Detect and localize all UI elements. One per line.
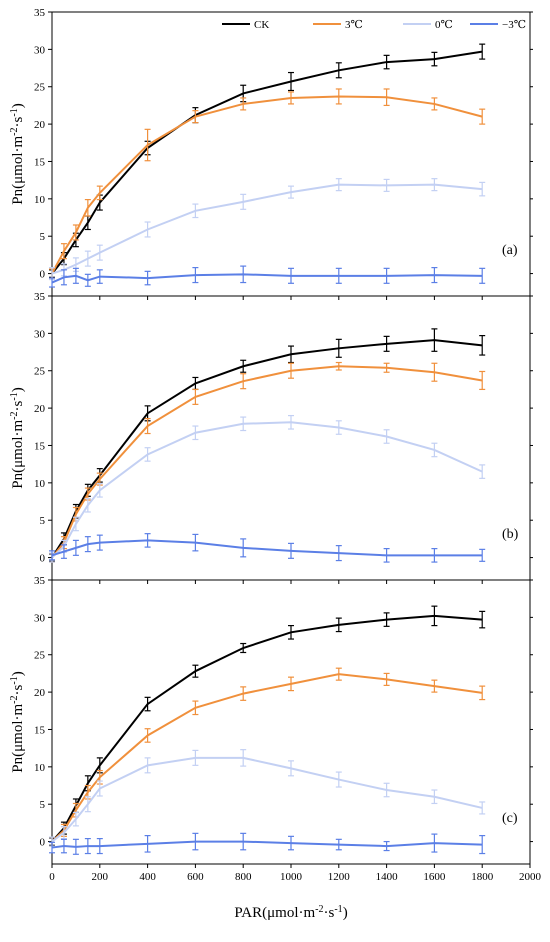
y-axis-label-part: ·s bbox=[10, 400, 26, 411]
y-tick-label: 25 bbox=[34, 366, 46, 378]
y-axis-label: Pn(μmol·m-2·s-1) bbox=[9, 387, 27, 488]
series-2 bbox=[49, 88, 486, 279]
series-2 bbox=[49, 361, 486, 563]
y-axis-label-superscript: -1 bbox=[9, 108, 20, 116]
x-tick-label: 400 bbox=[139, 871, 156, 883]
x-tick-label: 800 bbox=[235, 871, 252, 883]
panel-label: (b) bbox=[502, 527, 519, 542]
y-axis-label-part: ·s bbox=[10, 684, 26, 695]
y-axis-label-superscript: -2 bbox=[9, 411, 20, 419]
panel-1: 0 5 10 15 20 25 30 35 Pn(μmol·m-2·s-1) (a) bbox=[9, 7, 533, 300]
y-tick-label: 30 bbox=[34, 328, 46, 340]
y-axis-label-superscript: -2 bbox=[9, 127, 20, 135]
panel-frame bbox=[51, 579, 531, 865]
y-tick-label: 35 bbox=[34, 291, 46, 303]
legend-label: −3℃ bbox=[502, 19, 526, 31]
series-3 bbox=[49, 178, 486, 281]
y-tick-label: 5 bbox=[40, 799, 46, 811]
y-axis-label-superscript: -1 bbox=[9, 676, 20, 684]
x-axis-label: PAR(μmol·m-2·s-1) bbox=[234, 904, 347, 922]
series-4 bbox=[49, 265, 486, 288]
x-tick-label: 2000 bbox=[519, 871, 542, 883]
y-axis-label-part: ·s bbox=[10, 116, 26, 127]
legend-label: 0℃ bbox=[435, 19, 453, 31]
series-4 bbox=[49, 832, 486, 855]
panel-label: (c) bbox=[502, 811, 518, 826]
x-tick-label: 1800 bbox=[471, 871, 494, 883]
y-axis-label-part: ) bbox=[10, 103, 26, 108]
series-1 bbox=[49, 43, 486, 278]
x-tick-label: 200 bbox=[92, 871, 109, 883]
y-tick-label: 5 bbox=[40, 231, 46, 243]
panel-2: 0 5 10 15 20 25 30 35 Pn(μmol·m-2·s-1) (b) bbox=[9, 291, 533, 584]
y-tick-label: 10 bbox=[34, 762, 46, 774]
series-line bbox=[51, 339, 483, 559]
y-tick-label: 30 bbox=[34, 612, 46, 624]
y-tick-label: 15 bbox=[34, 724, 46, 736]
y-tick-label: 35 bbox=[34, 7, 46, 19]
y-tick-label: 0 bbox=[40, 837, 46, 849]
series-line bbox=[51, 756, 483, 843]
panel-label: (a) bbox=[502, 243, 518, 258]
series-4 bbox=[49, 533, 486, 563]
x-tick-label: 1200 bbox=[328, 871, 351, 883]
y-tick-label: 20 bbox=[34, 119, 46, 131]
x-tick-label: 1400 bbox=[376, 871, 399, 883]
series-line bbox=[51, 273, 483, 284]
x-axis-label-part: ·s bbox=[324, 905, 335, 921]
y-tick-label: 10 bbox=[34, 194, 46, 206]
y-axis-label-part: Pn(μmol·m bbox=[10, 420, 26, 489]
series-line bbox=[51, 614, 483, 843]
series-line bbox=[51, 840, 483, 849]
x-axis-label-superscript: -2 bbox=[315, 904, 323, 915]
legend-label: 3℃ bbox=[345, 19, 363, 31]
y-tick-label: 0 bbox=[40, 269, 46, 281]
y-tick-label: 20 bbox=[34, 403, 46, 415]
y-axis-label-superscript: -2 bbox=[9, 695, 20, 703]
series-1 bbox=[49, 605, 486, 846]
x-tick-label: 0 bbox=[49, 871, 55, 883]
y-tick-label: 20 bbox=[34, 687, 46, 699]
y-axis-label-part: Pn(μmol·m bbox=[10, 136, 26, 205]
legend: CK 3℃ 0℃ −3℃ bbox=[222, 19, 526, 31]
series-line bbox=[51, 50, 483, 275]
panel-frame bbox=[51, 295, 531, 581]
y-axis-label-part: ) bbox=[10, 387, 26, 392]
y-tick-label: 0 bbox=[40, 553, 46, 565]
x-tick-label: 600 bbox=[187, 871, 204, 883]
series-3 bbox=[49, 414, 486, 563]
y-axis-label: Pn(μmol·m-2·s-1) bbox=[9, 103, 27, 204]
x-tick-label: 1600 bbox=[423, 871, 446, 883]
x-axis-label-superscript: -1 bbox=[334, 904, 342, 915]
x-axis-label-part: PAR(μmol·m bbox=[234, 905, 315, 921]
series-line bbox=[51, 673, 483, 843]
series-line bbox=[51, 539, 483, 557]
y-tick-label: 25 bbox=[34, 82, 46, 94]
series-line bbox=[51, 183, 483, 275]
series-2 bbox=[49, 667, 486, 847]
y-tick-label: 15 bbox=[34, 440, 46, 452]
y-tick-label: 5 bbox=[40, 515, 46, 527]
x-axis-label-part: ) bbox=[343, 905, 348, 921]
y-tick-label: 35 bbox=[34, 575, 46, 587]
legend-label: CK bbox=[254, 19, 269, 31]
y-tick-label: 30 bbox=[34, 44, 46, 56]
y-axis-label-part: ) bbox=[10, 671, 26, 676]
series-3 bbox=[49, 749, 486, 847]
y-tick-label: 25 bbox=[34, 650, 46, 662]
series-line bbox=[51, 365, 483, 559]
panel-3: 0 5 10 15 20 25 30 35 0 200 400 600 800 1000 1200 1400 1… bbox=[9, 575, 542, 883]
y-tick-label: 15 bbox=[34, 156, 46, 168]
y-axis-label-part: Pn(μmol·m bbox=[10, 704, 26, 773]
y-tick-label: 10 bbox=[34, 478, 46, 490]
series-line bbox=[51, 421, 483, 559]
y-axis-label: Pn(μmol·m-2·s-1) bbox=[9, 671, 27, 772]
x-tick-label: 1000 bbox=[280, 871, 303, 883]
y-axis-label-superscript: -1 bbox=[9, 392, 20, 400]
